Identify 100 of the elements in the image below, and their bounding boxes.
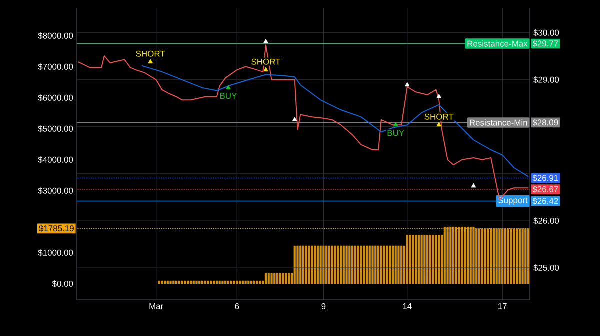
bar xyxy=(236,280,238,284)
annotation: SHORT xyxy=(136,50,166,57)
bar xyxy=(242,280,244,284)
bar xyxy=(207,280,210,284)
bar xyxy=(210,280,212,284)
y-tick-label: $8000.00 xyxy=(38,32,74,40)
ref-line-label: Resistance-Max xyxy=(468,40,528,47)
bar xyxy=(383,246,386,284)
bar xyxy=(398,246,400,284)
bar xyxy=(314,246,316,284)
bar xyxy=(198,280,201,284)
bar xyxy=(222,280,224,284)
bar xyxy=(276,273,279,284)
bar xyxy=(250,280,253,284)
point xyxy=(148,59,154,64)
bar xyxy=(357,246,360,284)
bar xyxy=(308,246,310,284)
bar xyxy=(466,226,470,284)
bar xyxy=(264,273,268,284)
bar xyxy=(472,226,475,284)
bar xyxy=(377,246,380,284)
bar xyxy=(233,280,236,284)
bar xyxy=(389,246,392,284)
bar xyxy=(181,280,184,284)
bar xyxy=(498,228,501,284)
bar xyxy=(452,226,455,284)
y-tick-label: $7000.00 xyxy=(38,64,74,70)
y2-tick-label: $26.42 xyxy=(532,198,558,205)
y2-tick-label: $26.91 xyxy=(532,174,558,182)
bar xyxy=(492,228,495,284)
bar xyxy=(481,228,484,284)
point xyxy=(292,117,298,122)
bar xyxy=(244,280,247,284)
y2-tick-label: $29.77 xyxy=(532,40,558,48)
bar xyxy=(455,226,458,284)
point xyxy=(393,122,398,127)
annotation: BUY xyxy=(220,93,238,100)
bar xyxy=(444,226,446,284)
annotation: SHORT xyxy=(252,58,281,65)
y-tick-label: $5000.00 xyxy=(38,126,74,132)
bar xyxy=(470,226,472,284)
bar xyxy=(311,246,314,284)
bar xyxy=(420,235,423,284)
bar xyxy=(190,280,192,284)
bar xyxy=(386,246,388,284)
bar xyxy=(248,280,250,284)
bar xyxy=(504,228,507,284)
bar xyxy=(216,280,218,284)
bar xyxy=(331,246,334,284)
bar xyxy=(450,226,452,284)
bar xyxy=(326,246,328,284)
bar xyxy=(394,246,397,284)
y-tick-label: $1785.19 xyxy=(39,225,74,232)
bar xyxy=(368,246,371,284)
bar xyxy=(400,246,403,284)
bar xyxy=(406,235,408,284)
bar xyxy=(316,246,319,284)
bar xyxy=(302,246,305,284)
point xyxy=(264,39,268,44)
bar xyxy=(510,228,512,284)
bar xyxy=(176,280,178,284)
bar xyxy=(227,280,230,284)
point xyxy=(226,85,231,90)
bar xyxy=(320,246,322,284)
bar xyxy=(187,280,190,284)
bar xyxy=(268,273,270,284)
bar xyxy=(158,280,160,284)
bar xyxy=(484,228,486,284)
bar xyxy=(348,246,351,284)
bar xyxy=(374,246,377,284)
bar xyxy=(270,273,273,284)
bar xyxy=(363,246,366,284)
ref-line-label: Resistance-Min xyxy=(470,120,528,126)
bar xyxy=(213,280,216,284)
bar xyxy=(340,246,342,284)
y-tick-label: $1000.00 xyxy=(38,250,74,256)
bar xyxy=(414,235,418,284)
bar xyxy=(490,228,492,284)
y2-tick-label: $30.00 xyxy=(534,29,560,36)
y-tick-label: $6000.00 xyxy=(38,94,74,102)
bar xyxy=(192,280,195,284)
y2-tick-label: $29.00 xyxy=(534,76,560,84)
bar xyxy=(487,228,490,284)
bar xyxy=(337,246,340,284)
bar xyxy=(478,228,481,284)
bar xyxy=(366,246,368,284)
ref-line-label: Support xyxy=(498,197,528,206)
bar xyxy=(432,235,434,284)
x-tick-label: 17 xyxy=(498,304,507,310)
bar xyxy=(285,273,288,284)
bar xyxy=(279,273,282,284)
bar xyxy=(256,280,258,284)
x-tick-label: Mar xyxy=(150,304,164,310)
line-series xyxy=(141,65,530,178)
x-tick-label: 14 xyxy=(403,304,412,310)
bar xyxy=(238,280,242,284)
bar xyxy=(184,280,186,284)
bar xyxy=(178,280,180,284)
bar xyxy=(461,226,464,284)
bar xyxy=(380,246,382,284)
